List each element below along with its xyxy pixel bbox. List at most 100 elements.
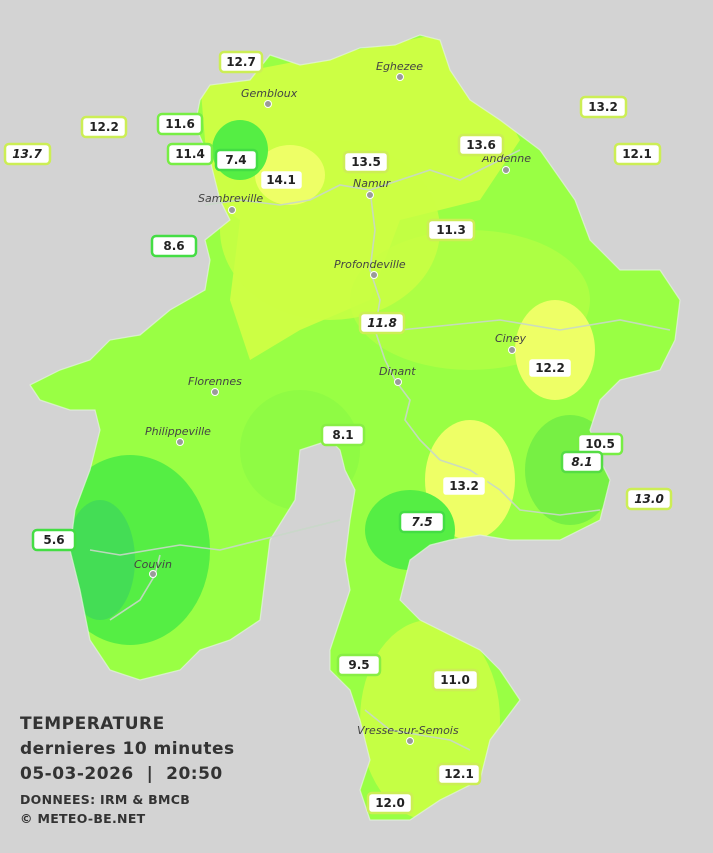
station-value: 7.5: [411, 515, 432, 529]
city-gembloux: Gembloux: [241, 87, 298, 108]
station-marker[interactable]: 14.1: [258, 168, 305, 192]
station-value: 12.2: [535, 361, 565, 375]
station-marker[interactable]: 12.1: [436, 762, 482, 786]
city-dot: [211, 388, 219, 396]
station-box: [560, 450, 604, 474]
city-label: Couvin: [134, 558, 172, 571]
station-box: [156, 112, 204, 136]
station-marker[interactable]: 12.1: [613, 142, 662, 166]
city-dot: [176, 438, 184, 446]
station-value: 11.4: [175, 147, 205, 161]
station-box: [31, 528, 77, 552]
station-marker[interactable]: 10.5: [576, 432, 624, 456]
city-dot: [406, 737, 414, 745]
station-box: [342, 150, 390, 174]
city-label: Eghezee: [376, 60, 423, 73]
station-marker[interactable]: 12.2: [526, 356, 574, 380]
station-value: 11.8: [367, 316, 397, 330]
station-marker[interactable]: 11.3: [426, 218, 476, 242]
station-value: 7.4: [225, 153, 246, 167]
station-box: [320, 423, 366, 447]
station-value: 13.2: [588, 100, 618, 114]
city-dot: [228, 206, 236, 214]
copyright: © METEO-BE.NET: [20, 811, 146, 826]
city-eghezee: Eghezee: [376, 60, 423, 81]
city-profondeville: Profondeville: [334, 258, 406, 279]
station-value: 11.0: [440, 673, 470, 687]
city-dot: [502, 166, 510, 174]
station-marker[interactable]: 8.6: [150, 234, 198, 258]
city-ciney: Ciney: [495, 332, 526, 354]
city-label: Profondeville: [334, 258, 406, 271]
city-dot: [366, 191, 374, 199]
city-sambreville: Sambreville: [198, 192, 263, 214]
station-marker[interactable]: 11.8: [358, 311, 406, 335]
station-marker[interactable]: 13.0: [625, 487, 673, 511]
station-marker[interactable]: 13.5: [342, 150, 390, 174]
city-label: Philippeville: [145, 425, 211, 438]
stations: 12.7 13.2 12.2 11.6 13.6 12.1 13.7 11.4: [3, 50, 673, 815]
station-value: 11.6: [165, 117, 195, 131]
station-marker[interactable]: 13.6: [457, 133, 505, 157]
station-box: [426, 218, 476, 242]
station-box: [579, 95, 628, 119]
station-marker[interactable]: 11.0: [431, 668, 480, 692]
station-marker[interactable]: 5.6: [31, 528, 77, 552]
station-marker[interactable]: 12.2: [80, 115, 128, 139]
map-datetime: 05-03-2026 | 20:50: [20, 764, 223, 784]
city-couvin: Couvin: [134, 558, 172, 578]
city-label: Ciney: [495, 332, 526, 345]
station-value: 14.1: [266, 173, 296, 187]
station-box: [613, 142, 662, 166]
station-value: 8.6: [163, 239, 184, 253]
station-marker[interactable]: 11.6: [156, 112, 204, 136]
station-box: [358, 311, 406, 335]
map-subtitle: dernieres 10 minutes: [20, 739, 235, 759]
station-value: 12.2: [89, 120, 119, 134]
station-marker[interactable]: 9.5: [336, 653, 382, 677]
city-philippeville: Philippeville: [145, 425, 211, 446]
city-namur: Namur: [353, 177, 392, 199]
station-marker[interactable]: 13.2: [440, 474, 488, 498]
station-marker[interactable]: 13.7: [3, 142, 52, 166]
map-title: TEMPERATURE: [20, 714, 165, 734]
station-box: [526, 356, 574, 380]
station-marker[interactable]: 12.0: [366, 791, 414, 815]
station-marker[interactable]: 8.1: [560, 450, 604, 474]
data-source: DONNEES: IRM & BMCB: [20, 792, 191, 807]
city-label: Florennes: [188, 375, 242, 388]
city-florennes: Florennes: [188, 375, 242, 396]
city-label: Gembloux: [241, 87, 298, 100]
station-box: [457, 133, 505, 157]
station-box: [431, 668, 480, 692]
city-vresse-sur-semois: Vresse-sur-Semois: [357, 724, 459, 745]
city-dot: [394, 378, 402, 386]
station-marker[interactable]: 11.4: [166, 142, 214, 166]
station-box: [440, 474, 488, 498]
station-value: 13.6: [466, 138, 496, 152]
station-value: 12.0: [375, 796, 405, 810]
city-dot: [264, 100, 272, 108]
station-marker[interactable]: 13.2: [579, 95, 628, 119]
station-marker[interactable]: 8.1: [320, 423, 366, 447]
station-value: 12.7: [226, 55, 256, 69]
station-marker[interactable]: 7.5: [398, 510, 446, 534]
city-dot: [396, 73, 404, 81]
city-label: Dinant: [379, 365, 416, 378]
station-value: 11.3: [436, 223, 466, 237]
station-box: [218, 50, 264, 74]
city-dot: [149, 570, 157, 578]
city-dot: [508, 346, 516, 354]
station-box: [398, 510, 446, 534]
station-value: 13.0: [634, 492, 664, 506]
station-value: 12.1: [444, 767, 474, 781]
city-dinant: Dinant: [379, 365, 416, 386]
station-marker[interactable]: 12.7: [218, 50, 264, 74]
city-label: Sambreville: [198, 192, 263, 205]
map-legend: TEMPERATURE dernieres 10 minutes 05-03-2…: [20, 712, 235, 828]
station-box: [214, 148, 259, 172]
station-box: [258, 168, 305, 192]
station-marker[interactable]: 7.4: [214, 148, 259, 172]
station-box: [80, 115, 128, 139]
